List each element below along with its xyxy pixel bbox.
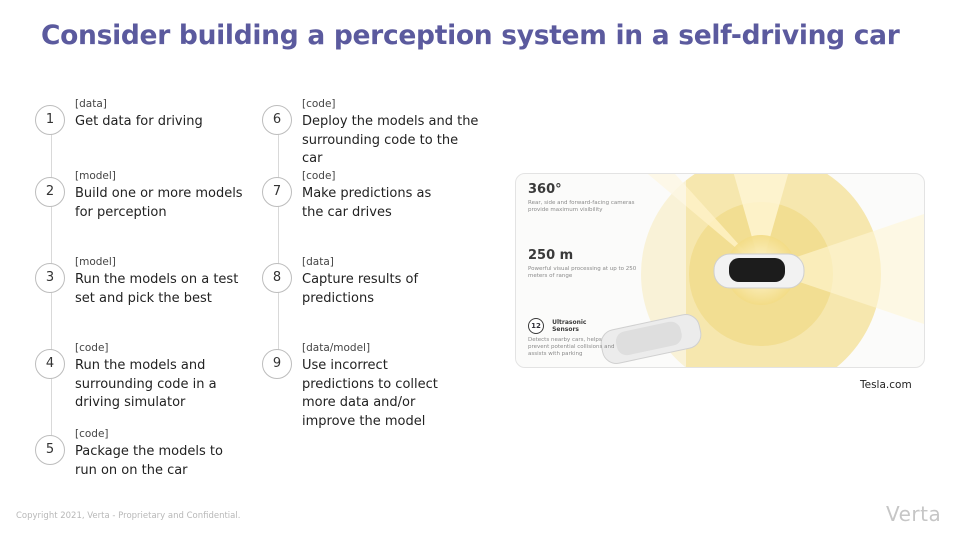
step-tag: [model] (75, 256, 116, 268)
sensor-infographic-image: 360° Rear, side and forward-facing camer… (515, 173, 925, 368)
step-number: 7 (262, 177, 292, 207)
stat-range-description: Powerful visual processing at up to 250 … (528, 266, 637, 279)
step-number: 1 (35, 105, 65, 135)
step-8: 8 [data] Capture results of predictions (262, 255, 512, 308)
camera-beam-right (761, 214, 924, 324)
ultrasonic-label-line2: Sensors (552, 325, 579, 333)
step-number: 6 (262, 105, 292, 135)
step-text: Run the models and surrounding code in a… (75, 358, 217, 410)
footer-copyright: Copyright 2021, Verta - Proprietary and … (16, 511, 241, 521)
step-5: 5 [code] Package the models to run on on… (35, 427, 285, 480)
step-3: 3 [model] Run the models on a test set a… (35, 255, 285, 308)
parked-car-icon (600, 314, 702, 364)
step-2: 2 [model] Build one or more models for p… (35, 169, 285, 222)
step-text: Build one or more models for perception (75, 186, 243, 220)
step-7: 7 [code] Make predictions as the car dri… (262, 169, 512, 222)
image-caption: Tesla.com (860, 379, 912, 391)
step-number: 5 (35, 435, 65, 465)
step-tag: [code] (75, 342, 109, 354)
tesla-car-icon (713, 253, 805, 289)
step-text: Use incorrect predictions to collect mor… (302, 358, 438, 429)
sensor-coverage-illustration (516, 174, 924, 367)
slide-title: Consider building a perception system in… (41, 20, 900, 51)
step-1: 1 [data] Get data for driving (35, 97, 285, 135)
step-tag: [data] (302, 256, 334, 268)
step-tag: [data/model] (302, 342, 371, 354)
step-number: 9 (262, 349, 292, 379)
step-9: 9 [data/model] Use incorrect predictions… (262, 341, 512, 431)
step-tag: [code] (75, 428, 109, 440)
stat-ultrasonic-description: Detects nearby cars, helps prevent poten… (528, 337, 615, 357)
step-number: 4 (35, 349, 65, 379)
step-text: Get data for driving (75, 114, 203, 129)
step-number: 3 (35, 263, 65, 293)
step-tag: [data] (75, 98, 107, 110)
ultrasonic-count-badge: 12 (528, 317, 544, 334)
step-number: 2 (35, 177, 65, 207)
camera-beam-up (733, 174, 789, 269)
stat-360-value: 360° (528, 182, 562, 197)
stat-360: 360° Rear, side and forward-facing camer… (528, 182, 648, 214)
step-text: Run the models on a test set and pick th… (75, 272, 239, 306)
step-text: Capture results of predictions (302, 272, 419, 306)
stat-360-description: Rear, side and forward-facing cameras pr… (528, 200, 635, 213)
step-tag: [code] (302, 98, 336, 110)
step-6: 6 [code] Deploy the models and the surro… (262, 97, 512, 169)
steps-right-connector (278, 118, 279, 362)
stat-ultrasonic: 12 Ultrasonic Sensors Detects nearby car… (528, 315, 623, 358)
step-tag: [code] (302, 170, 336, 182)
ultrasonic-label-line1: Ultrasonic (552, 318, 587, 326)
step-number: 8 (262, 263, 292, 293)
step-text: Make predictions as the car drives (302, 186, 432, 220)
step-4: 4 [code] Run the models and surrounding … (35, 341, 285, 413)
step-text: Package the models to run on on the car (75, 444, 223, 478)
verta-logo: Verta (886, 502, 942, 526)
ultrasonic-label: Ultrasonic Sensors (552, 319, 586, 333)
step-tag: [model] (75, 170, 116, 182)
stat-range-value: 250 m (528, 248, 574, 263)
stat-range: 250 m Powerful visual processing at up t… (528, 248, 638, 280)
step-text: Deploy the models and the surrounding co… (302, 114, 479, 166)
